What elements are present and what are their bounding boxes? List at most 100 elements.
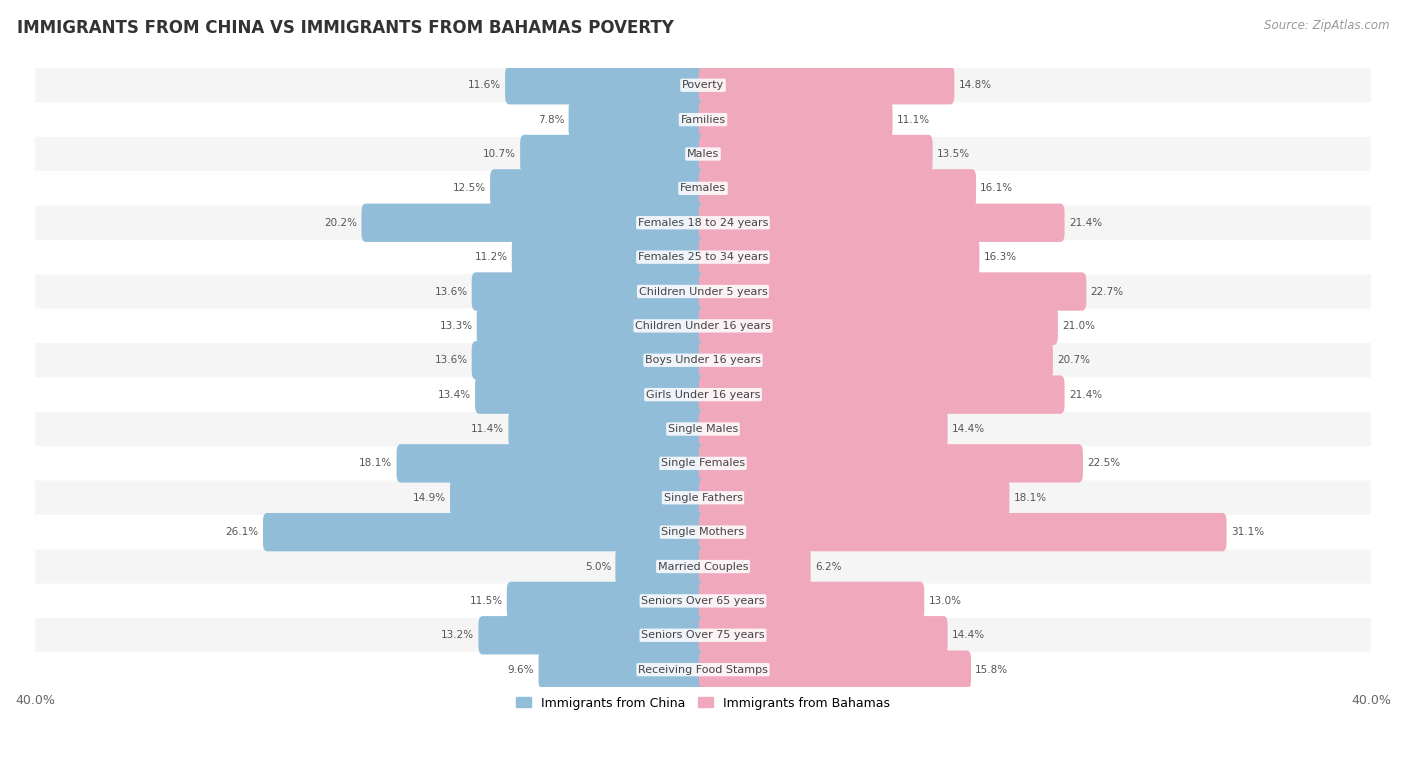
Text: 18.1%: 18.1% [1014, 493, 1047, 503]
FancyBboxPatch shape [699, 272, 1087, 311]
Text: 6.2%: 6.2% [815, 562, 841, 572]
Text: 13.6%: 13.6% [434, 287, 468, 296]
FancyBboxPatch shape [477, 307, 707, 345]
FancyBboxPatch shape [699, 616, 948, 654]
Text: 16.3%: 16.3% [984, 252, 1017, 262]
Text: 31.1%: 31.1% [1230, 527, 1264, 537]
FancyBboxPatch shape [699, 341, 1053, 380]
FancyBboxPatch shape [35, 446, 1371, 481]
Text: Children Under 5 years: Children Under 5 years [638, 287, 768, 296]
Text: Females 18 to 24 years: Females 18 to 24 years [638, 218, 768, 227]
FancyBboxPatch shape [478, 616, 707, 654]
FancyBboxPatch shape [505, 66, 707, 105]
FancyBboxPatch shape [699, 444, 1083, 483]
FancyBboxPatch shape [699, 66, 955, 105]
Text: 14.8%: 14.8% [959, 80, 991, 90]
FancyBboxPatch shape [263, 513, 707, 551]
Text: Males: Males [688, 149, 718, 159]
Text: 22.7%: 22.7% [1091, 287, 1123, 296]
Text: Single Females: Single Females [661, 459, 745, 468]
Text: Girls Under 16 years: Girls Under 16 years [645, 390, 761, 399]
FancyBboxPatch shape [509, 410, 707, 448]
Text: 11.4%: 11.4% [471, 424, 505, 434]
Text: 26.1%: 26.1% [225, 527, 259, 537]
FancyBboxPatch shape [35, 343, 1371, 377]
Text: 9.6%: 9.6% [508, 665, 534, 675]
FancyBboxPatch shape [699, 204, 1064, 242]
FancyBboxPatch shape [35, 550, 1371, 584]
FancyBboxPatch shape [361, 204, 707, 242]
Text: 15.8%: 15.8% [976, 665, 1008, 675]
FancyBboxPatch shape [35, 412, 1371, 446]
FancyBboxPatch shape [699, 410, 948, 448]
Text: 20.7%: 20.7% [1057, 356, 1090, 365]
FancyBboxPatch shape [520, 135, 707, 173]
FancyBboxPatch shape [538, 650, 707, 689]
FancyBboxPatch shape [699, 581, 924, 620]
Text: 5.0%: 5.0% [585, 562, 612, 572]
Legend: Immigrants from China, Immigrants from Bahamas: Immigrants from China, Immigrants from B… [510, 691, 896, 715]
Text: 14.4%: 14.4% [952, 424, 986, 434]
FancyBboxPatch shape [699, 238, 980, 277]
Text: 11.1%: 11.1% [897, 114, 929, 124]
FancyBboxPatch shape [699, 375, 1064, 414]
Text: 13.3%: 13.3% [440, 321, 472, 331]
Text: Females: Females [681, 183, 725, 193]
Text: 12.5%: 12.5% [453, 183, 486, 193]
FancyBboxPatch shape [699, 650, 972, 689]
FancyBboxPatch shape [568, 101, 707, 139]
Text: 14.4%: 14.4% [952, 630, 986, 641]
FancyBboxPatch shape [35, 618, 1371, 653]
FancyBboxPatch shape [699, 478, 1010, 517]
Text: 11.2%: 11.2% [474, 252, 508, 262]
Text: Married Couples: Married Couples [658, 562, 748, 572]
FancyBboxPatch shape [35, 102, 1371, 136]
Text: 21.4%: 21.4% [1069, 218, 1102, 227]
Text: 16.1%: 16.1% [980, 183, 1014, 193]
FancyBboxPatch shape [35, 515, 1371, 550]
Text: Seniors Over 65 years: Seniors Over 65 years [641, 596, 765, 606]
Text: IMMIGRANTS FROM CHINA VS IMMIGRANTS FROM BAHAMAS POVERTY: IMMIGRANTS FROM CHINA VS IMMIGRANTS FROM… [17, 19, 673, 37]
FancyBboxPatch shape [35, 171, 1371, 205]
Text: 11.6%: 11.6% [468, 80, 501, 90]
Text: 21.0%: 21.0% [1062, 321, 1095, 331]
Text: 7.8%: 7.8% [538, 114, 564, 124]
FancyBboxPatch shape [450, 478, 707, 517]
Text: Single Males: Single Males [668, 424, 738, 434]
FancyBboxPatch shape [35, 205, 1371, 240]
FancyBboxPatch shape [35, 377, 1371, 412]
FancyBboxPatch shape [396, 444, 707, 483]
FancyBboxPatch shape [506, 581, 707, 620]
Text: Single Fathers: Single Fathers [664, 493, 742, 503]
FancyBboxPatch shape [472, 272, 707, 311]
Text: 11.5%: 11.5% [470, 596, 502, 606]
FancyBboxPatch shape [35, 68, 1371, 102]
FancyBboxPatch shape [35, 653, 1371, 687]
Text: 21.4%: 21.4% [1069, 390, 1102, 399]
Text: 10.7%: 10.7% [482, 149, 516, 159]
FancyBboxPatch shape [491, 169, 707, 208]
Text: Boys Under 16 years: Boys Under 16 years [645, 356, 761, 365]
Text: 18.1%: 18.1% [359, 459, 392, 468]
Text: Single Mothers: Single Mothers [661, 527, 745, 537]
Text: 13.0%: 13.0% [928, 596, 962, 606]
FancyBboxPatch shape [35, 309, 1371, 343]
Text: Source: ZipAtlas.com: Source: ZipAtlas.com [1264, 19, 1389, 32]
FancyBboxPatch shape [699, 307, 1057, 345]
FancyBboxPatch shape [35, 481, 1371, 515]
Text: 20.2%: 20.2% [325, 218, 357, 227]
Text: Families: Families [681, 114, 725, 124]
Text: 13.6%: 13.6% [434, 356, 468, 365]
FancyBboxPatch shape [35, 274, 1371, 309]
FancyBboxPatch shape [512, 238, 707, 277]
Text: 14.9%: 14.9% [413, 493, 446, 503]
FancyBboxPatch shape [35, 584, 1371, 618]
Text: Females 25 to 34 years: Females 25 to 34 years [638, 252, 768, 262]
FancyBboxPatch shape [35, 240, 1371, 274]
FancyBboxPatch shape [699, 101, 893, 139]
FancyBboxPatch shape [475, 375, 707, 414]
FancyBboxPatch shape [699, 547, 811, 586]
Text: 13.4%: 13.4% [437, 390, 471, 399]
Text: Seniors Over 75 years: Seniors Over 75 years [641, 630, 765, 641]
FancyBboxPatch shape [616, 547, 707, 586]
